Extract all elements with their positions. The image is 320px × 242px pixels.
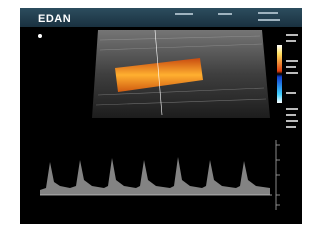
color-bar [277, 45, 282, 103]
focus-dot [38, 34, 42, 38]
ultrasound-screen: EDAN [0, 0, 319, 242]
brand: EDAN [38, 13, 71, 25]
